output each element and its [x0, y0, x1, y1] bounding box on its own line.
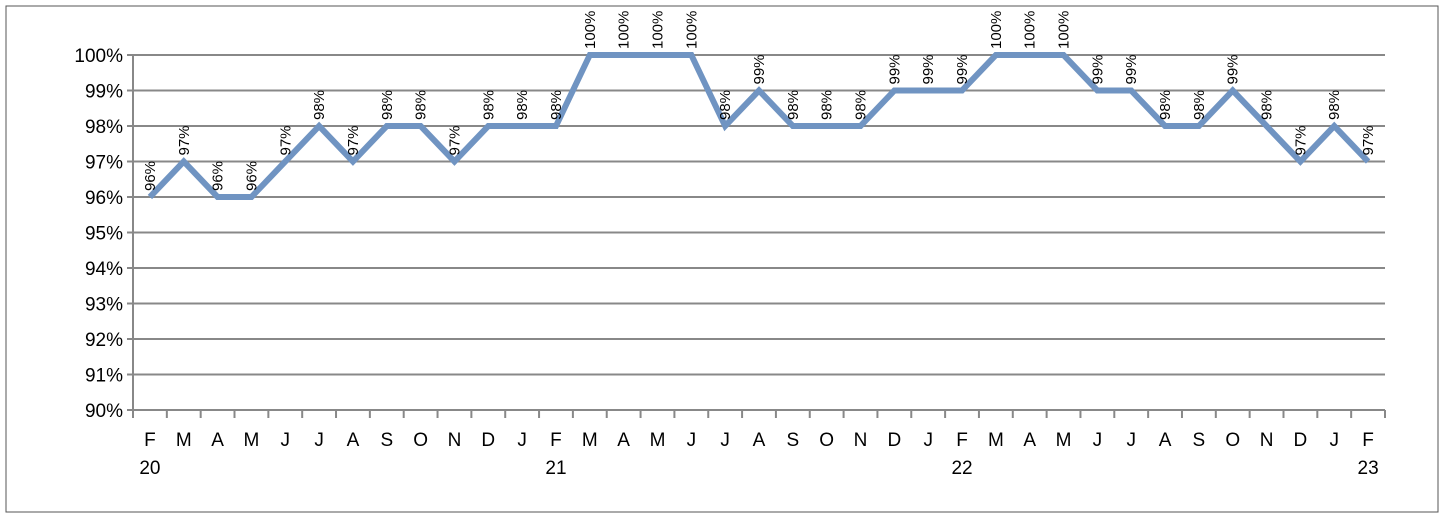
x-tick-label: D — [887, 430, 901, 451]
data-label: 98% — [785, 90, 802, 120]
x-group-label: 20 — [139, 458, 160, 479]
x-tick-label: F — [550, 430, 562, 451]
y-tick-label: 96% — [85, 188, 123, 209]
x-group-label: 23 — [1358, 458, 1379, 479]
data-label: 98% — [480, 90, 497, 120]
x-tick-label: O — [413, 430, 428, 451]
data-label: 96% — [210, 161, 227, 191]
data-label: 98% — [311, 90, 328, 120]
data-label: 98% — [379, 90, 396, 120]
data-label: 100% — [1022, 11, 1039, 49]
y-tick-label: 95% — [85, 224, 123, 245]
data-label: 97% — [277, 125, 294, 155]
data-label: 97% — [176, 125, 193, 155]
y-tick-label: 93% — [85, 295, 123, 316]
data-label: 98% — [1157, 90, 1174, 120]
y-tick-label: 91% — [85, 366, 123, 387]
data-label: 99% — [954, 54, 971, 84]
x-tick-label: A — [211, 430, 224, 451]
y-tick-label: 90% — [85, 401, 123, 422]
data-label: 98% — [548, 90, 565, 120]
data-label: 98% — [819, 90, 836, 120]
data-label: 99% — [1123, 54, 1140, 84]
data-label: 99% — [751, 54, 768, 84]
x-tick-label: F — [144, 430, 156, 451]
x-tick-label: S — [380, 430, 393, 451]
data-label: 97% — [1360, 125, 1377, 155]
x-tick-label: A — [1023, 430, 1036, 451]
x-tick-label: F — [1362, 430, 1374, 451]
x-tick-label: S — [1193, 430, 1206, 451]
x-tick-label: J — [720, 430, 730, 451]
x-group-label: 22 — [951, 458, 972, 479]
data-label: 98% — [1259, 90, 1276, 120]
y-tick-label: 92% — [85, 330, 123, 351]
x-tick-label: O — [1225, 430, 1240, 451]
x-tick-label: J — [314, 430, 324, 451]
data-label: 98% — [1191, 90, 1208, 120]
data-label: 100% — [616, 11, 633, 49]
data-label: 97% — [1292, 125, 1309, 155]
data-label: 99% — [1225, 54, 1242, 84]
x-tick-label: D — [1294, 430, 1308, 451]
x-tick-label: F — [956, 430, 968, 451]
data-label: 100% — [988, 11, 1005, 49]
x-tick-label: J — [1093, 430, 1103, 451]
y-tick-label: 100% — [74, 46, 123, 67]
data-label: 100% — [649, 11, 666, 49]
x-tick-label: J — [281, 430, 291, 451]
x-tick-label: N — [448, 430, 462, 451]
data-label: 100% — [683, 11, 700, 49]
x-tick-label: J — [1126, 430, 1136, 451]
y-tick-label: 98% — [85, 117, 123, 138]
y-tick-label: 97% — [85, 153, 123, 174]
x-tick-label: M — [1056, 430, 1072, 451]
x-tick-label: A — [1159, 430, 1172, 451]
data-label: 96% — [243, 161, 260, 191]
x-tick-label: N — [854, 430, 868, 451]
x-tick-label: M — [176, 430, 192, 451]
x-tick-label: O — [819, 430, 834, 451]
data-label: 97% — [446, 125, 463, 155]
x-tick-label: A — [347, 430, 360, 451]
data-label: 98% — [1326, 90, 1343, 120]
x-tick-label: J — [687, 430, 697, 451]
data-label: 98% — [413, 90, 430, 120]
x-tick-label: S — [786, 430, 799, 451]
x-tick-label: M — [582, 430, 598, 451]
data-label: 99% — [886, 54, 903, 84]
data-line — [147, 52, 1371, 200]
x-tick-label: M — [988, 430, 1004, 451]
data-label: 100% — [1056, 11, 1073, 49]
data-label: 97% — [345, 125, 362, 155]
x-tick-label: J — [517, 430, 527, 451]
x-tick-label: J — [923, 430, 933, 451]
x-group-label: 21 — [545, 458, 566, 479]
data-label: 98% — [514, 90, 531, 120]
x-tick-label: M — [244, 430, 260, 451]
data-label: 98% — [853, 90, 870, 120]
data-label: 99% — [1089, 54, 1106, 84]
x-tick-label: A — [617, 430, 630, 451]
data-label: 96% — [142, 161, 159, 191]
y-tick-label: 99% — [85, 82, 123, 103]
x-tick-label: N — [1260, 430, 1274, 451]
data-label: 99% — [920, 54, 937, 84]
x-tick-label: A — [753, 430, 766, 451]
x-tick-label: D — [481, 430, 495, 451]
x-tick-label: J — [1329, 430, 1339, 451]
y-tick-label: 94% — [85, 259, 123, 280]
data-label: 100% — [582, 11, 599, 49]
x-tick-label: M — [650, 430, 666, 451]
data-label: 98% — [717, 90, 734, 120]
